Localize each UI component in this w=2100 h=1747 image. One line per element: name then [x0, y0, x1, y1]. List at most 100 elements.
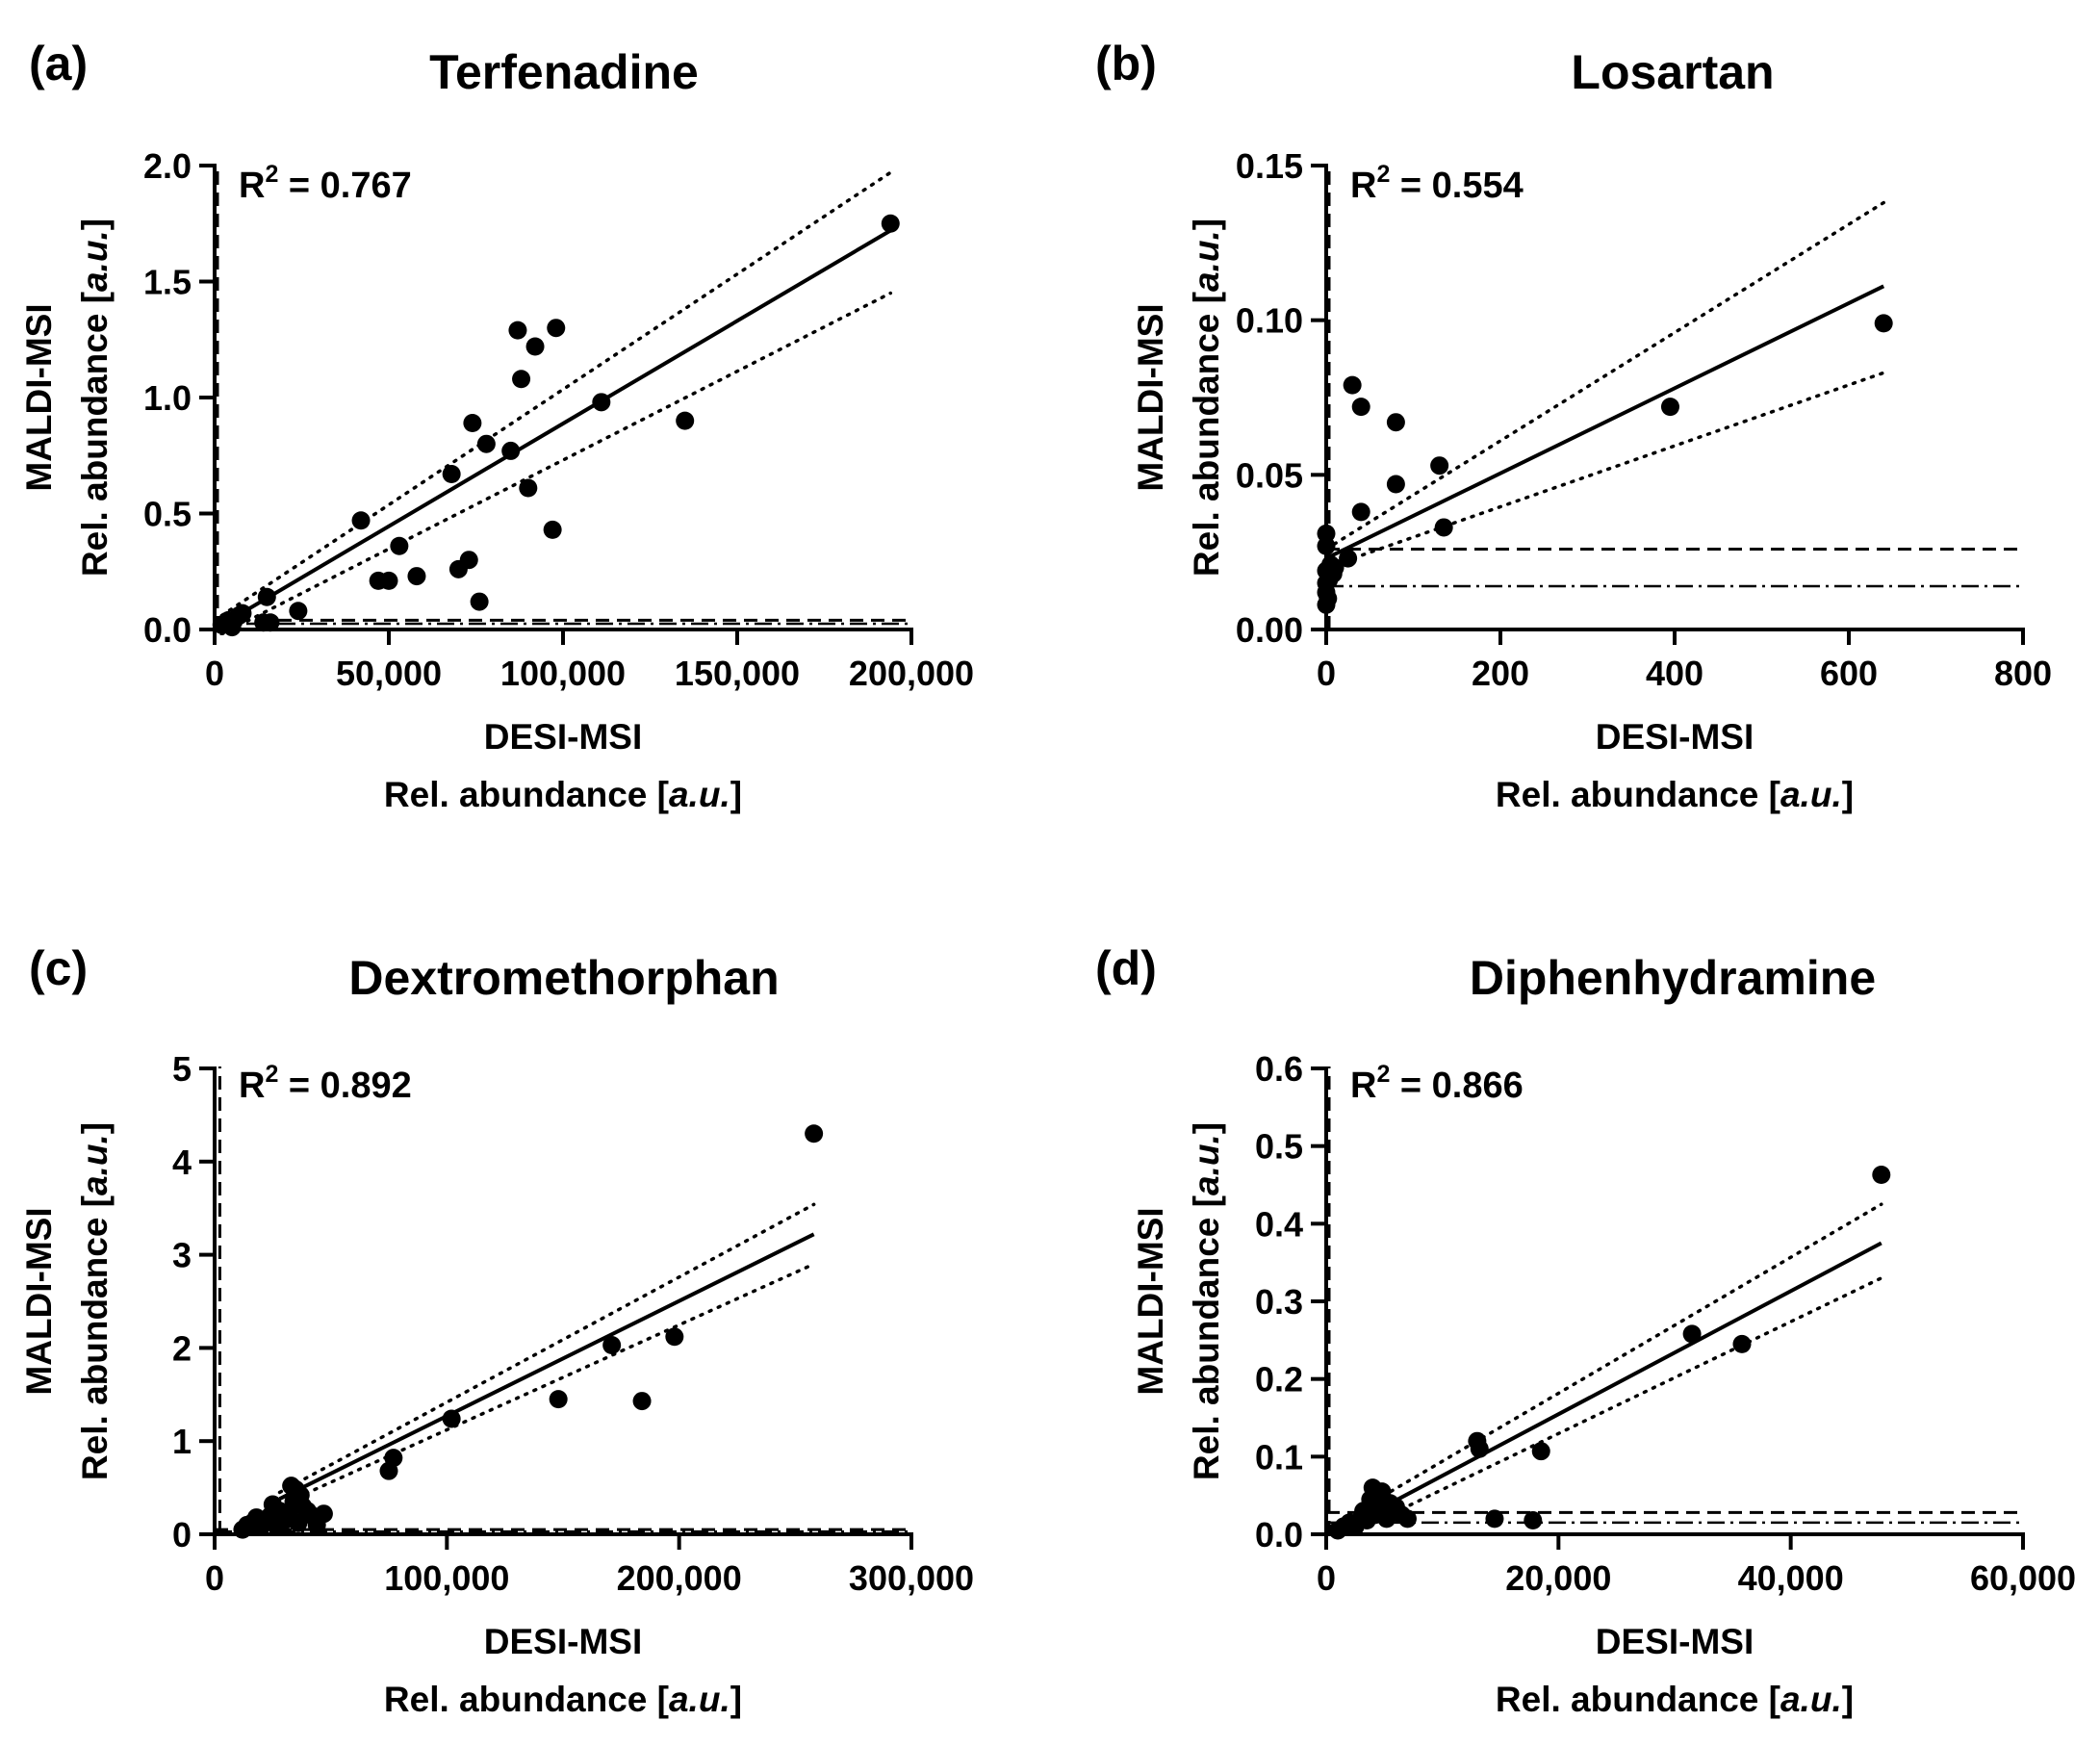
x-tick-label: 100,000 — [500, 654, 626, 693]
plot-area — [1326, 1066, 2023, 1536]
y-tick-label: 0.05 — [1236, 455, 1303, 495]
panel-letter: (b) — [1095, 37, 1157, 90]
data-point — [379, 571, 398, 590]
y-tick-label: 4 — [172, 1143, 192, 1182]
x-axis-unit-label: Rel. abundance [a.u.] — [384, 775, 742, 814]
y-tick-label: 2.0 — [143, 146, 192, 186]
x-axis-unit-label: Rel. abundance [a.u.] — [384, 1680, 742, 1719]
data-point — [1386, 475, 1405, 494]
data-point — [805, 1124, 824, 1143]
regression-line — [1348, 1241, 1882, 1528]
panel-letter: (d) — [1095, 941, 1157, 995]
ci-upper-line — [1347, 1202, 1883, 1518]
x-axis-label: DESI-MSI — [484, 717, 642, 757]
data-point — [1386, 413, 1405, 432]
ci-upper-line — [1324, 200, 1885, 552]
x-tick-label: 300,000 — [849, 1558, 974, 1598]
data-points — [233, 1124, 824, 1539]
y-tick-label: 2 — [172, 1328, 192, 1368]
x-tick-label: 400 — [1646, 654, 1703, 693]
y-tick-label: 1.5 — [143, 263, 192, 302]
y-tick-label: 0.4 — [1255, 1204, 1303, 1244]
y-tick-label: 0.15 — [1236, 146, 1303, 186]
data-point — [1874, 314, 1893, 333]
y-tick-label: 5 — [172, 1049, 192, 1089]
data-point — [1660, 398, 1679, 417]
data-point — [351, 511, 371, 530]
plot-area — [1324, 164, 2023, 629]
y-tick-label: 0.1 — [1255, 1437, 1303, 1477]
r2-annotation: R2 = 0.866 — [1350, 1061, 1524, 1106]
y-axis-unit-label: Rel. abundance [a.u.] — [1187, 1122, 1226, 1480]
x-axis-unit-label: Rel. abundance [a.u.] — [1496, 1680, 1854, 1719]
data-point — [1531, 1442, 1550, 1461]
data-point — [602, 1335, 622, 1354]
data-point — [470, 592, 489, 611]
data-point — [1434, 518, 1453, 537]
data-points — [1328, 1166, 1891, 1540]
regression-line — [278, 1232, 815, 1502]
y-tick-label: 0.6 — [1255, 1049, 1303, 1089]
data-point — [476, 434, 496, 453]
ci-upper-line — [277, 1202, 816, 1495]
x-tick-label: 0 — [205, 1558, 224, 1598]
y-axis-unit-label: Rel. abundance [a.u.] — [75, 1122, 115, 1480]
data-point — [463, 414, 482, 433]
y-tick-label: 3 — [172, 1236, 192, 1275]
x-tick-label: 600 — [1820, 654, 1878, 693]
data-point — [549, 1390, 568, 1409]
x-axis-label: DESI-MSI — [484, 1622, 642, 1661]
data-point — [1343, 375, 1362, 395]
y-axis-label: MALDI-MSI — [1131, 303, 1170, 491]
data-point — [1397, 1509, 1417, 1529]
data-point — [1351, 502, 1370, 522]
data-point — [407, 567, 426, 586]
data-point — [289, 602, 308, 621]
y-tick-label: 0.10 — [1236, 301, 1303, 341]
y-tick-label: 0 — [172, 1515, 192, 1554]
y-tick-label: 0.00 — [1236, 610, 1303, 650]
y-tick-label: 0.5 — [1255, 1127, 1303, 1167]
y-tick-label: 0.0 — [143, 610, 192, 650]
data-point — [1732, 1334, 1752, 1353]
data-points — [212, 214, 900, 637]
data-point — [390, 536, 409, 555]
x-tick-label: 150,000 — [675, 654, 800, 693]
chart-panel-3: (c) Dextromethorphan 0 100,000 200,000 300,00… — [19, 941, 974, 1719]
data-point — [519, 478, 538, 498]
y-axis-unit-label: Rel. abundance [a.u.] — [1187, 218, 1226, 577]
y-tick-label: 0.2 — [1255, 1360, 1303, 1400]
y-tick-label: 0.3 — [1255, 1282, 1303, 1322]
ci-upper-line — [219, 170, 893, 618]
data-point — [257, 587, 276, 606]
data-point — [508, 321, 527, 340]
data-point — [512, 370, 531, 389]
data-point — [1470, 1439, 1489, 1458]
x-axis-label: DESI-MSI — [1596, 1622, 1754, 1661]
data-point — [547, 319, 566, 338]
plot-area — [215, 1066, 911, 1534]
x-tick-label: 0 — [1317, 1558, 1336, 1598]
regression-line — [1325, 284, 1885, 560]
x-tick-label: 0 — [1317, 654, 1336, 693]
data-point — [676, 411, 695, 430]
r2-annotation: R2 = 0.554 — [1350, 161, 1524, 206]
y-axis-label: MALDI-MSI — [1131, 1207, 1170, 1395]
y-axis-label: MALDI-MSI — [19, 1207, 59, 1395]
data-point — [261, 613, 280, 632]
r2-annotation: R2 = 0.892 — [239, 1061, 412, 1106]
ci-lower-line — [1324, 371, 1885, 570]
data-point — [1339, 549, 1358, 568]
x-tick-label: 200,000 — [849, 654, 974, 693]
panel-letter: (c) — [29, 941, 88, 995]
x-tick-label: 50,000 — [336, 654, 442, 693]
chart-title: Diphenhydramine — [1470, 951, 1876, 1005]
chart-panel-2: (b) Losartan 0 200 400 600 800 0.00 0.05 0.10 0.15… — [1095, 37, 2052, 814]
data-point — [665, 1327, 684, 1347]
ci-lower-line — [1347, 1276, 1883, 1536]
data-point — [543, 520, 562, 539]
plot-area — [215, 164, 911, 635]
data-point — [881, 214, 900, 233]
data-point — [233, 604, 252, 623]
